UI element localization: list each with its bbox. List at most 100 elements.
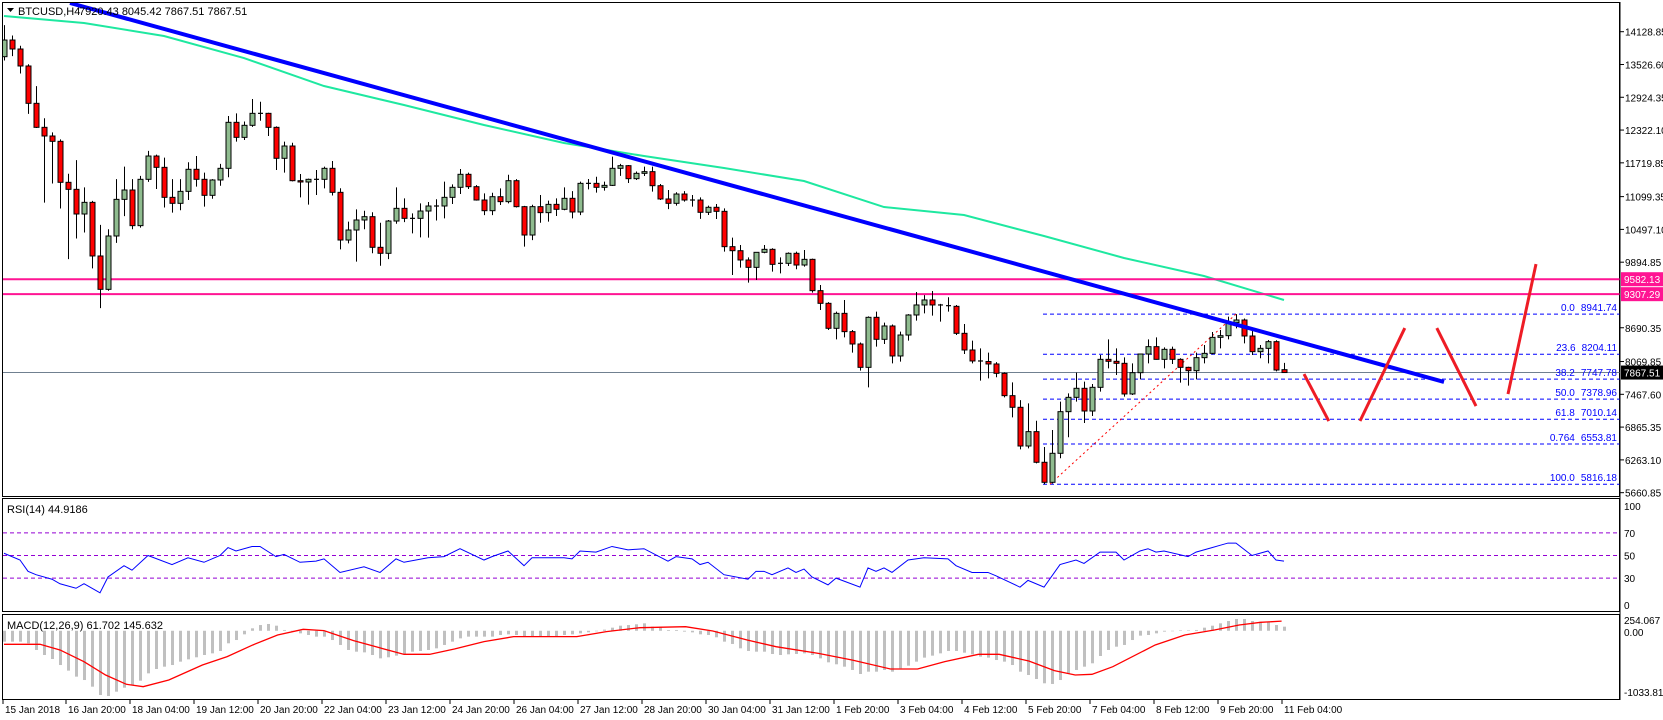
candle-body [1209,336,1216,354]
macd-histogram-bar [859,630,862,675]
candle [1089,384,1096,416]
macd-histogram-bar [323,630,326,637]
macd-title: MACD(12,26,9) 61.702 145.632 [7,620,163,632]
candle-body [1105,358,1112,362]
macd-histogram-bar [659,626,662,631]
candle-body [625,165,632,180]
macd-histogram-bar [83,630,86,681]
candle [961,323,968,355]
macd-histogram-bar [587,630,590,633]
candle [345,221,352,244]
candle [993,362,1000,378]
candle [681,191,688,202]
candle-body [1169,348,1176,360]
time-tick-label: 22 Jan 04:00 [324,705,382,716]
macd-histogram-bar [427,630,430,650]
candle [586,178,591,190]
candle [121,166,128,217]
candle-body [209,179,216,196]
candle [25,64,32,114]
fib-anchor-line[interactable] [1049,313,1237,485]
candle [1281,362,1288,374]
macd-histogram-bar [491,630,494,637]
candle [465,172,472,190]
candle [434,199,439,221]
candle [489,192,496,216]
candle [769,248,776,272]
candle [1273,340,1280,372]
candle-body [281,145,288,159]
candle-body [249,112,256,126]
macd-axis-label: 0.00 [1624,628,1644,639]
bearish-trendline[interactable] [69,3,1445,384]
candle-body [169,196,176,204]
candle [401,198,408,223]
macd-histogram-bar [979,630,982,657]
candle [609,156,616,186]
candle-body [1017,406,1024,447]
candle-body [385,220,392,254]
macd-histogram-bar [811,630,814,655]
macd-histogram-bar [451,630,454,642]
price-tick-label: 13526.60 [1625,60,1663,71]
candle [361,210,368,230]
macd-histogram-bar [699,630,702,635]
candle [801,249,808,267]
candle [113,179,120,243]
macd-histogram-bar [731,630,734,644]
macd-histogram-bar [899,630,902,669]
candle [321,166,328,189]
candle-body [633,172,640,180]
candle-body [1201,352,1208,359]
time-tick-label: 1 Feb 20:00 [836,705,890,716]
candle [897,331,904,362]
macd-histogram-bar [443,630,446,645]
candle-body [929,299,936,306]
candle-body [1257,347,1264,353]
candle [481,193,488,216]
candle [153,154,160,189]
candle-body [401,207,408,219]
candle-body [1153,346,1160,360]
macd-histogram-bar [539,630,542,637]
candle [857,342,864,371]
candle-body [201,178,208,196]
main-price-panel[interactable] [2,2,1620,497]
candle-body [617,165,624,169]
macd-histogram-bar [35,630,38,650]
fib-price: 7747.78 [1581,368,1618,379]
macd-histogram-bar [1211,625,1214,631]
candle-body [1145,346,1152,355]
candle-body [121,189,128,200]
macd-histogram-bar [723,630,726,642]
macd-histogram-bar [507,630,510,635]
candle-body [553,203,560,210]
candle [841,300,848,338]
macd-histogram-bar [675,629,678,631]
candle-body [473,186,480,201]
macd-histogram-bar [187,630,190,660]
current-price-tag [1621,365,1663,380]
candle [1185,366,1192,386]
candle-body [537,206,544,214]
candle-body [577,182,584,213]
candle-body [481,199,488,212]
rsi-axis-label: 30 [1624,574,1636,585]
macd-histogram-bar [299,630,302,634]
rsi-plot [3,532,1620,594]
dropdown-triangle-icon[interactable] [7,8,14,12]
macd-histogram-bar [467,630,470,637]
price-tick-label: 9894.85 [1625,258,1662,269]
candle [57,139,64,209]
candle-body [97,255,104,290]
candle-body [137,178,144,227]
candle-body [665,198,672,204]
candle [1177,358,1184,383]
macd-panel[interactable] [2,614,1620,700]
candle-body [233,121,240,138]
price-tick-label: 8690.35 [1625,324,1662,335]
macd-histogram-bar [915,630,918,662]
price-tick-label: 8069.85 [1625,358,1662,369]
